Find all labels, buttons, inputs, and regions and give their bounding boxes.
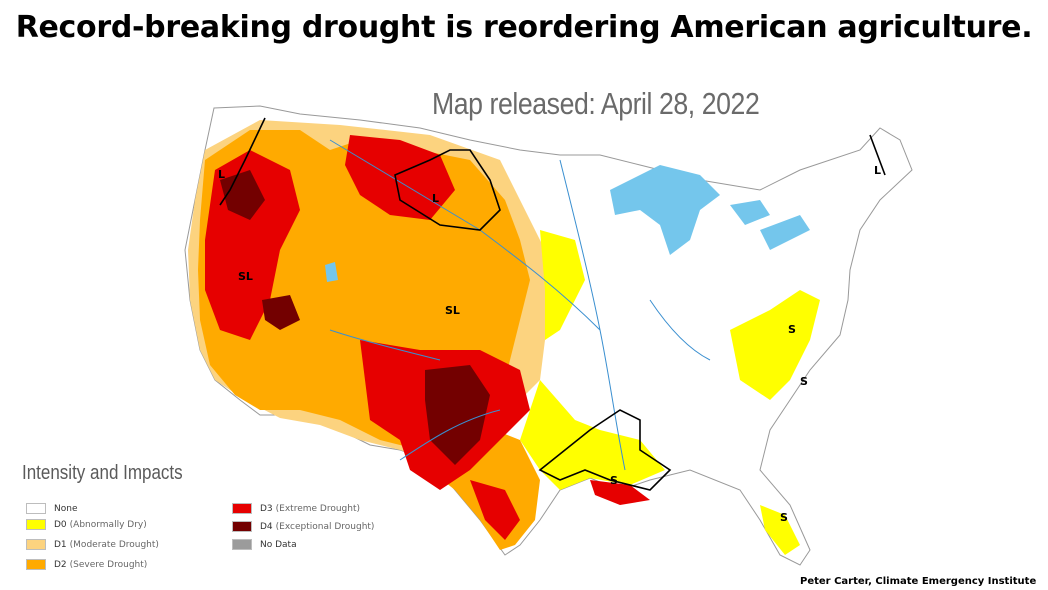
legend-swatch-none bbox=[26, 503, 46, 514]
legend-desc: (Abnormally Dry) bbox=[69, 519, 147, 530]
d3-extreme-region-texas-south bbox=[470, 480, 520, 540]
impact-label-sl-plains: SL bbox=[445, 304, 460, 317]
legend-code: D3 bbox=[260, 503, 273, 514]
map-release-date: Map released: April 28, 2022 bbox=[432, 86, 760, 121]
legend-swatch-d3 bbox=[232, 503, 252, 514]
d0-abnormally-dry-region-plains bbox=[540, 230, 585, 340]
legend-code: None bbox=[54, 503, 78, 514]
great-lakes bbox=[610, 165, 810, 255]
impact-label-s-virginia: S bbox=[788, 323, 796, 336]
legend-desc: (Severe Drought) bbox=[69, 559, 148, 570]
d0-abnormally-dry-region-south bbox=[520, 380, 665, 490]
legend-code: No Data bbox=[260, 539, 297, 550]
legend-desc: (Moderate Drought) bbox=[69, 539, 159, 550]
legend-desc: (Exceptional Drought) bbox=[275, 521, 375, 532]
credit: Peter Carter, Climate Emergency Institut… bbox=[800, 576, 1037, 587]
legend-item-none: None bbox=[26, 503, 80, 514]
legend-swatch-d1 bbox=[26, 539, 46, 550]
legend-item-d0: D0 (Abnormally Dry) bbox=[26, 519, 147, 530]
impact-label-s-florida: S bbox=[780, 511, 788, 524]
d3-extreme-region-gulf bbox=[590, 480, 650, 505]
legend-swatch-d2 bbox=[26, 559, 46, 570]
legend-item-d1: D1 (Moderate Drought) bbox=[26, 539, 159, 550]
d4-exceptional-region-oregon bbox=[220, 170, 265, 220]
legend-item-d2: D2 (Severe Drought) bbox=[26, 559, 147, 570]
impact-label-s-gulf: S bbox=[610, 474, 618, 487]
legend-item-d4: D4 (Exceptional Drought) bbox=[232, 521, 374, 532]
legend-swatch-d0 bbox=[26, 519, 46, 530]
legend-code: D4 bbox=[260, 521, 273, 532]
impact-label-l-montana: L bbox=[432, 192, 439, 205]
legend-item-d3: D3 (Extreme Drought) bbox=[232, 503, 360, 514]
legend-swatch-no-data bbox=[232, 539, 252, 550]
d4-exceptional-region-nevada bbox=[262, 295, 300, 330]
legend-swatch-d4 bbox=[232, 521, 252, 532]
rivers bbox=[329, 139, 711, 471]
impact-label-l-northwest: L bbox=[218, 168, 225, 181]
legend-code: D0 bbox=[54, 519, 67, 530]
impact-boundaries bbox=[219, 117, 886, 491]
impact-label-l-maine: L bbox=[874, 164, 881, 177]
legend-desc: (Extreme Drought) bbox=[275, 503, 361, 514]
impact-label-s-carolina: S bbox=[800, 375, 808, 388]
d4-exceptional-region-southern-plains bbox=[425, 365, 490, 465]
legend-title: Intensity and Impacts bbox=[22, 462, 183, 484]
impact-label-sl-great-basin: SL bbox=[238, 270, 253, 283]
great-salt-lake bbox=[325, 262, 338, 282]
headline: Record-breaking drought is reordering Am… bbox=[15, 10, 1033, 45]
legend-item-no-data: No Data bbox=[232, 539, 300, 550]
legend-code: D2 bbox=[54, 559, 67, 570]
legend-code: D1 bbox=[54, 539, 67, 550]
d0-abnormally-dry-region-florida bbox=[760, 505, 800, 555]
d0-abnormally-dry-region-midatlantic bbox=[730, 290, 820, 400]
